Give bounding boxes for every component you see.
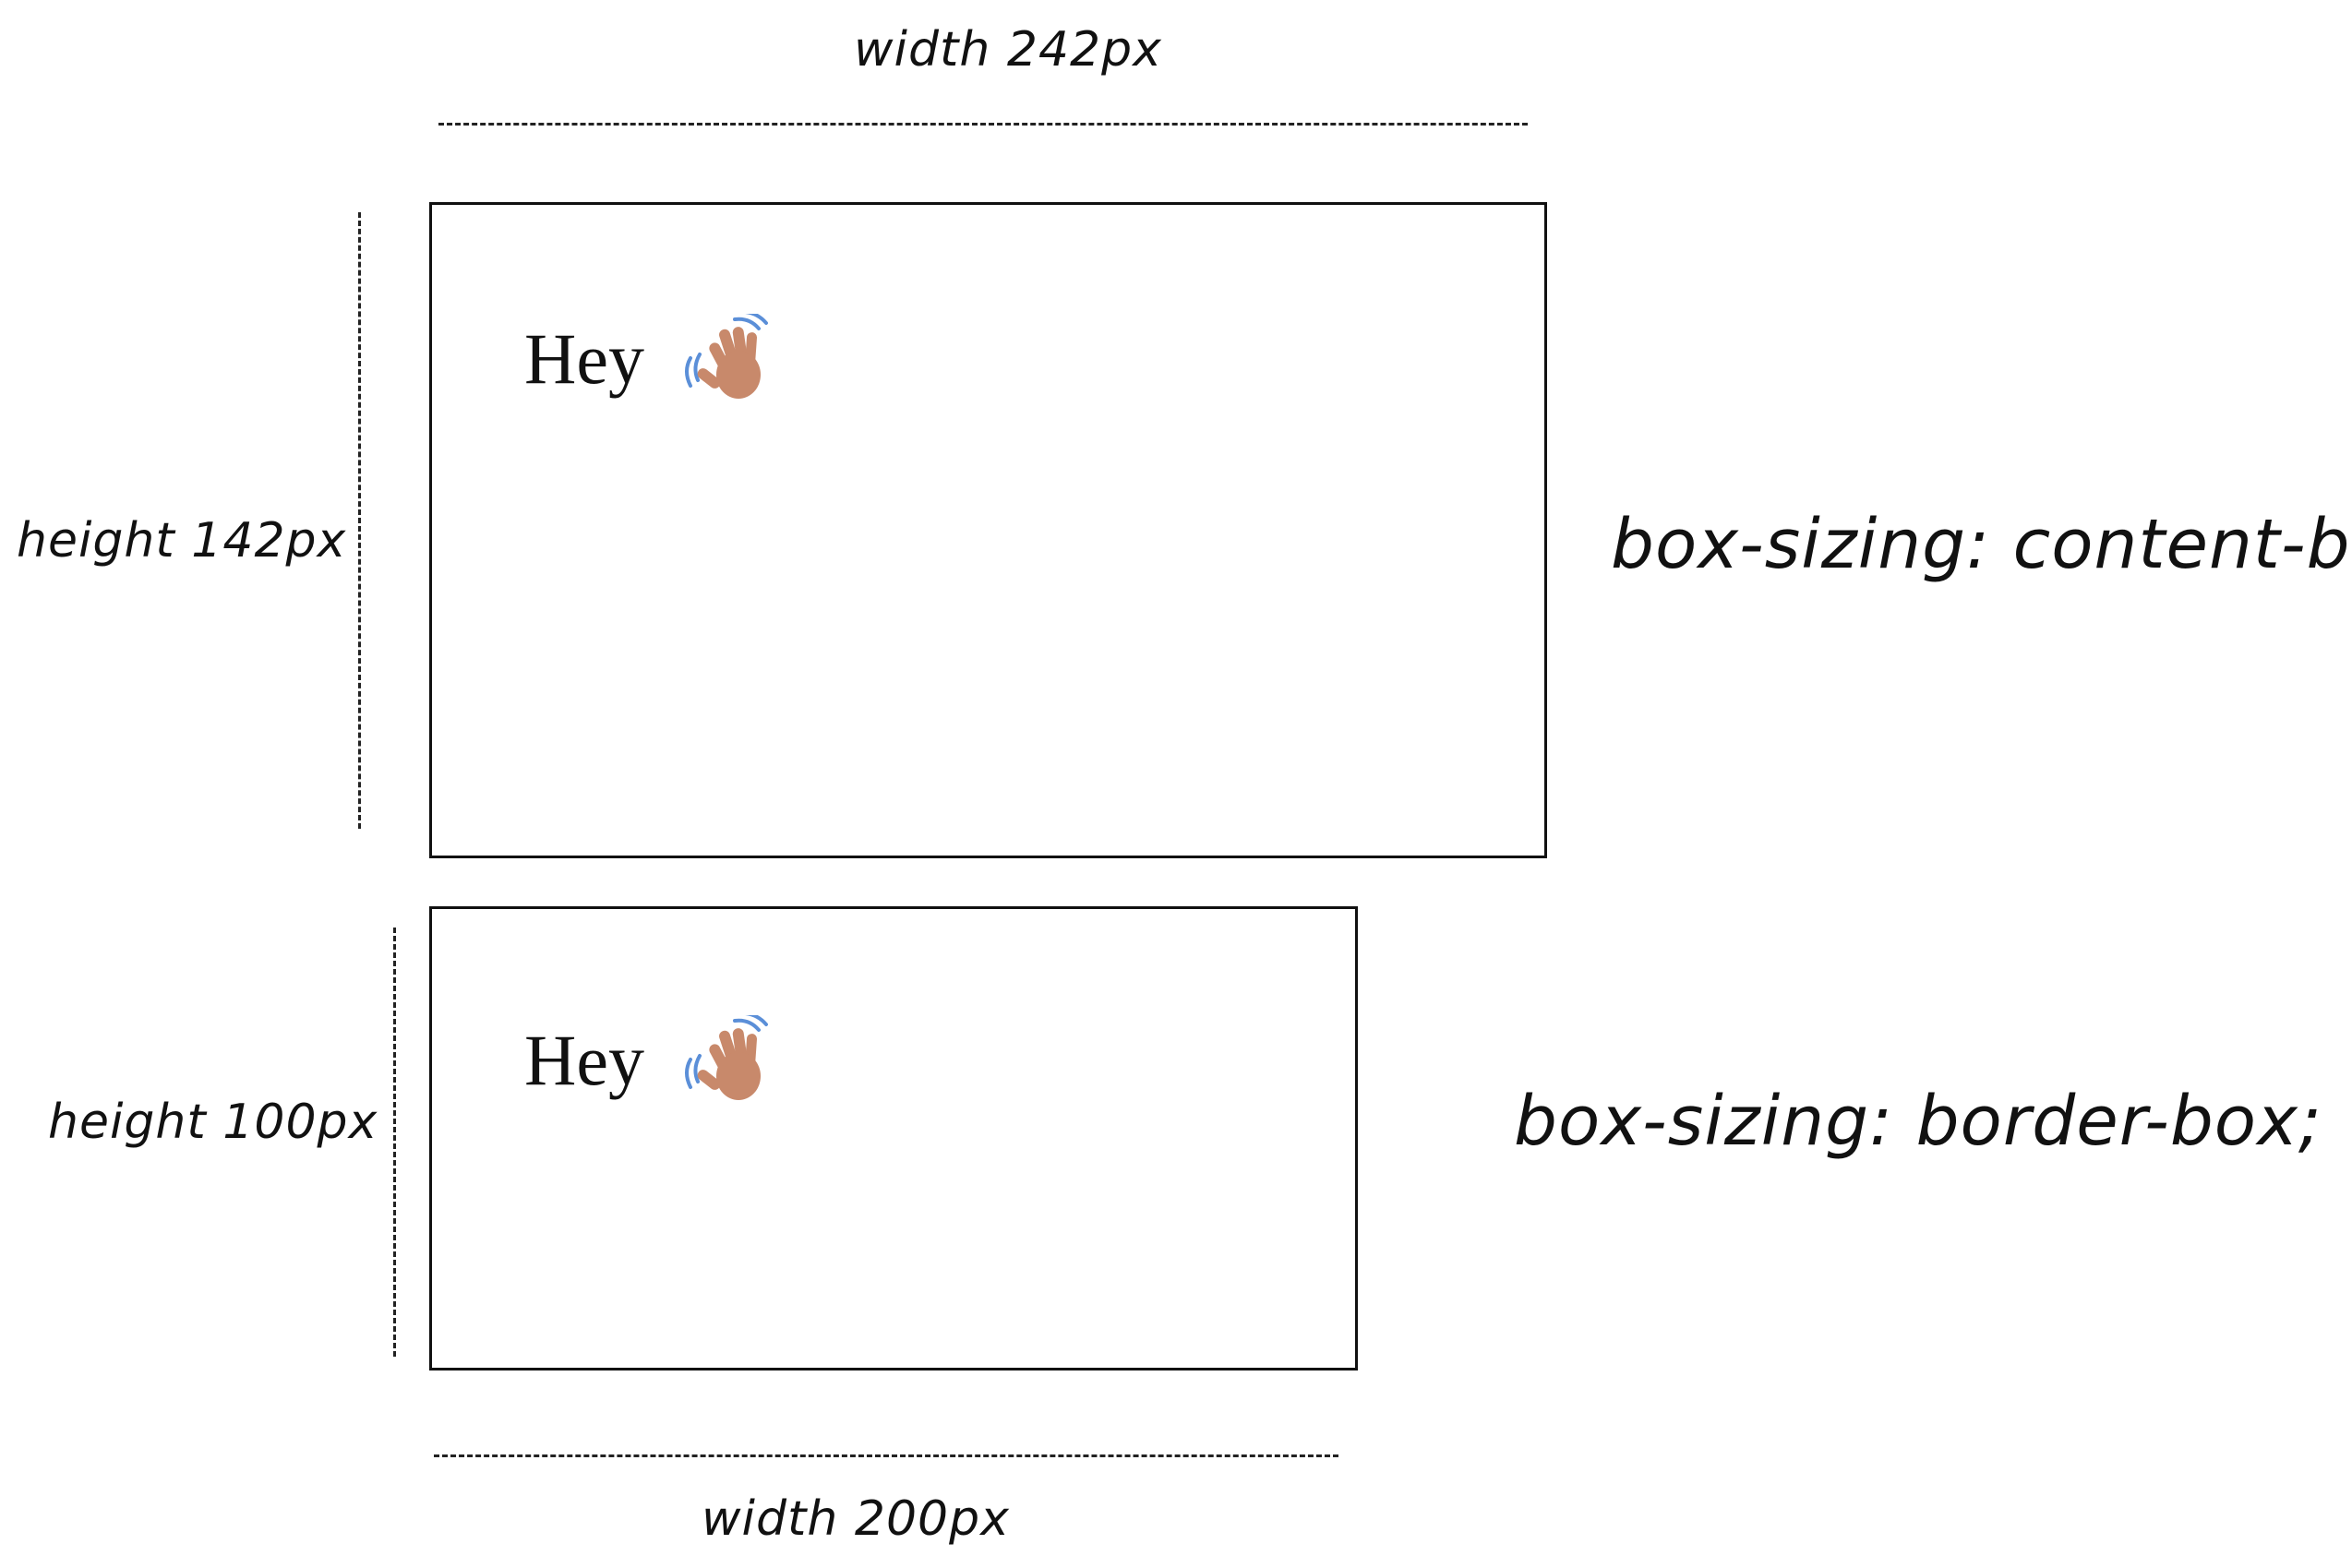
bottom-height-label: height 100px [48, 1095, 378, 1150]
top-height-dashed-line [358, 212, 361, 829]
waving-hand-icon [683, 1011, 775, 1111]
bottom-width-label: width 200px [702, 1491, 1010, 1547]
border-box-css-label: box-sizing: border-box; [1514, 1082, 2322, 1161]
top-width-dashed-line [438, 123, 1528, 126]
box-greeting-text: Hey [524, 318, 644, 399]
bottom-height-dashed-line [393, 928, 396, 1357]
content-box-css-label: box-sizing: content-box; [1611, 505, 2352, 584]
top-width-label: width 242px [854, 22, 1162, 78]
border-box-rectangle: Hey [429, 906, 1358, 1371]
top-height-label: height 142px [17, 513, 347, 569]
bottom-width-dashed-line [434, 1454, 1338, 1457]
waving-hand-icon [683, 309, 775, 410]
content-box-rectangle: Hey [429, 202, 1547, 858]
box-greeting-text: Hey [524, 1020, 644, 1100]
